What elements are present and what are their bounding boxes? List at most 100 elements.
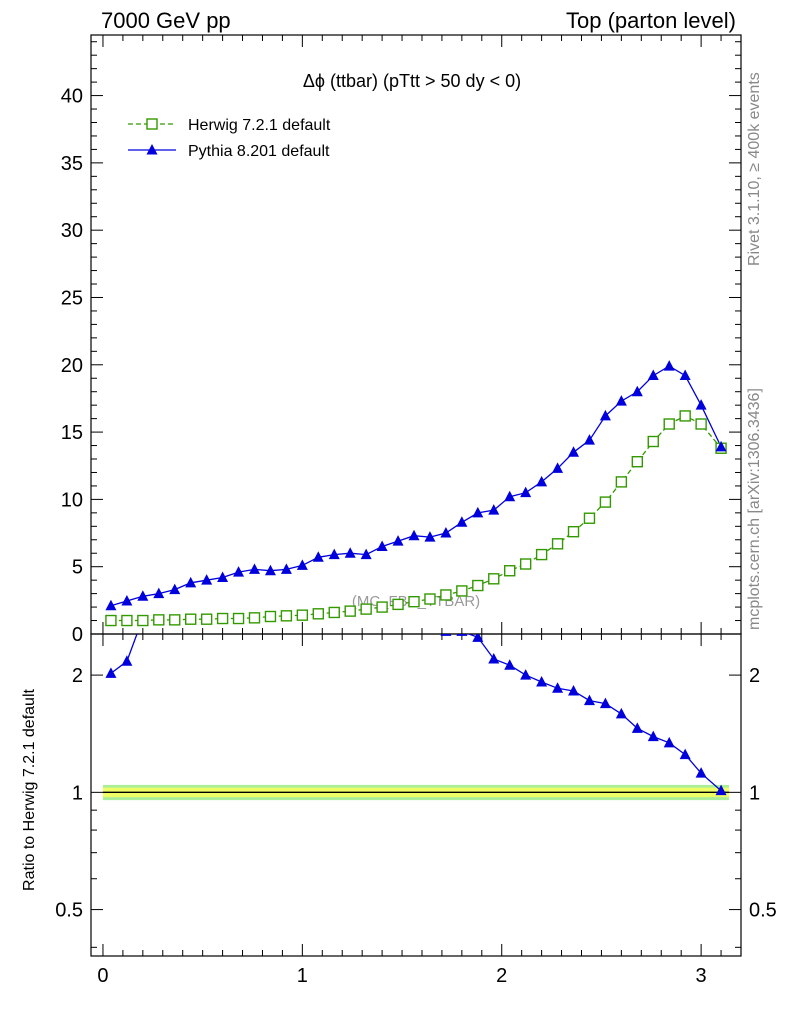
herwig-point [519, 558, 532, 570]
plot-title: Δϕ (ttbar) (pTtt > 50 dy < 0) [303, 71, 521, 91]
pythia-point [312, 551, 324, 562]
header-left-label: 7000 GeV pp [101, 8, 231, 33]
herwig-point [280, 610, 293, 622]
ratio-pythia-point [647, 730, 659, 742]
pythia-point [121, 595, 133, 606]
pythia-point [631, 385, 643, 397]
herwig-point [535, 548, 548, 561]
herwig-point [440, 589, 452, 601]
x-tick-label: 1 [297, 965, 308, 987]
ratio-pythia-point [472, 634, 484, 642]
pythia-point [360, 548, 372, 560]
y-tick-label: 15 [61, 422, 83, 444]
herwig-point [200, 613, 213, 625]
ratio-y-tick-label-left: 2 [72, 665, 83, 687]
ratio-pythia-point [552, 682, 564, 693]
y-tick-label: 35 [61, 153, 83, 175]
ratio-series [105, 552, 727, 796]
ratio-pythia-point [695, 767, 707, 778]
ratio-pythia-point [679, 748, 691, 760]
herwig-point [344, 605, 356, 617]
ratio-y-tick-label-left: 1 [72, 782, 83, 804]
herwig-point [264, 610, 277, 623]
pythia-point [695, 399, 707, 410]
ratio-pythia-point [715, 784, 727, 796]
ratio-pythia-point [233, 552, 244, 563]
x-tick-label: 3 [696, 965, 707, 987]
pythia-point [376, 540, 388, 552]
legend-pythia-label: Pythia 8.201 default [188, 143, 330, 160]
main-x-ticks [102, 35, 742, 634]
ratio-y-tick-label-left: 0.5 [55, 900, 83, 922]
ratio-pythia-point [631, 722, 643, 733]
herwig-point [392, 598, 404, 611]
pythia-point [424, 531, 436, 542]
pythia-point [679, 369, 691, 381]
pythia-point [217, 571, 229, 582]
pythia-point [568, 446, 580, 457]
ratio-pythia-point [520, 669, 532, 680]
ratio-pythia-point [456, 634, 468, 636]
pythia-point [280, 563, 292, 574]
ratio-pythia-point [313, 561, 324, 572]
herwig-point [695, 418, 707, 430]
ratio-pythia-point [615, 707, 627, 719]
y-tick-label: 40 [61, 86, 83, 108]
pythia-point [504, 490, 516, 502]
ratio-pythia-point [663, 736, 675, 748]
y-tick-label: 20 [61, 355, 83, 377]
herwig-point [504, 565, 516, 577]
pythia-point [715, 440, 727, 452]
main-y-ticks [91, 41, 741, 635]
herwig-point [169, 614, 181, 626]
pythia-point [233, 566, 245, 577]
ratio-pythia-point [583, 694, 595, 706]
pythia-point [328, 548, 340, 560]
herwig-point [248, 612, 261, 624]
pythia-point [615, 395, 627, 406]
herwig-point [232, 612, 245, 625]
pythia-point [536, 475, 548, 487]
herwig-point [551, 538, 564, 550]
ratio-pythia-point [169, 593, 180, 604]
ratio-pythia-point [345, 573, 356, 584]
herwig-point [583, 512, 596, 524]
ratio-pythia-point [568, 685, 580, 696]
ratio-pythia-point [536, 675, 548, 687]
header-right-label: Top (parton level) [566, 8, 736, 33]
ratio-plot-frame [90, 633, 742, 957]
legend-pythia-marker [146, 144, 158, 155]
pythia-point [583, 434, 595, 445]
herwig-point [663, 418, 675, 430]
ratio-pythia-point [504, 659, 516, 670]
herwig-point [121, 614, 133, 627]
herwig-point [328, 606, 340, 619]
pythia-point [185, 576, 197, 588]
ratio-pythia-point [599, 697, 611, 709]
legend-herwig-label: Herwig 7.2.1 default [188, 117, 331, 134]
ratio-pythia-point [488, 652, 500, 664]
pythia-point [488, 504, 500, 515]
ratio-pythia-point [329, 565, 340, 576]
herwig-point [408, 595, 420, 608]
ratio-pythia-point [440, 634, 452, 636]
herwig-point [153, 614, 165, 626]
herwig-point [472, 579, 484, 592]
pythia-point [169, 583, 181, 595]
pythia-point [456, 516, 468, 527]
ratio-pythia-point [424, 614, 435, 625]
y-tick-label: 0 [72, 624, 83, 646]
pythia-point [440, 527, 452, 538]
ratio-y-ticks [91, 674, 741, 948]
x-tick-label: 2 [496, 965, 507, 987]
herwig-point [184, 613, 197, 625]
ratio-y-tick-label-right: 2 [749, 665, 760, 687]
ratio-x-ticks [102, 634, 742, 956]
pythia-point [296, 559, 308, 570]
pythia-point [647, 369, 659, 381]
herwig-point [296, 609, 309, 621]
herwig-point [360, 603, 372, 615]
ratio-y-axis-label: Ratio to Herwig 7.2.1 default [21, 689, 38, 891]
pythia-point [201, 574, 213, 585]
